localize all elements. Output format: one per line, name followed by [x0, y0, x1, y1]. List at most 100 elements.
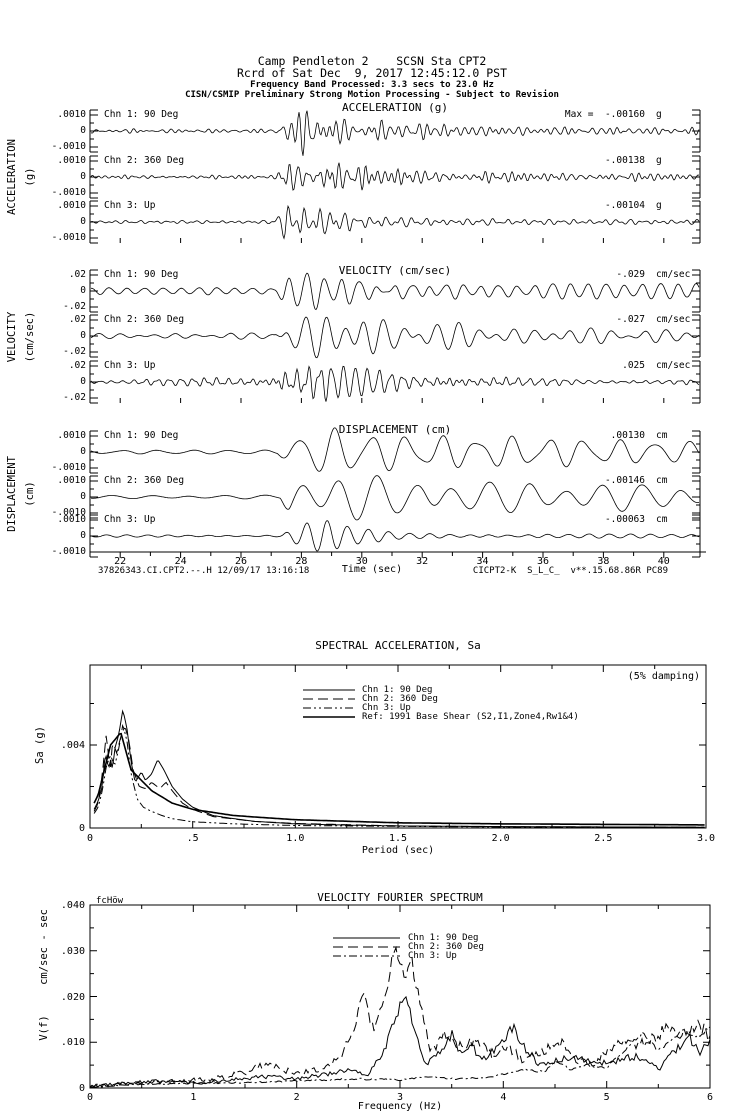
- sa-x-axis-label: Period (sec): [361, 845, 435, 856]
- fourier-y-tick-label: .010: [60, 1037, 85, 1049]
- time-tick-label: 22: [114, 556, 127, 567]
- max-value-label: .025: [622, 360, 645, 371]
- header-record-line: Rcrd of Sat Dec 9, 2017 12:45:12.0 PST: [236, 66, 508, 80]
- waveform-trace-displacement-ch2: [91, 475, 700, 521]
- waveform-trace-velocity-ch3: [90, 365, 700, 402]
- trace-scale-zero-label: 0: [80, 530, 86, 541]
- fourier-fc-annotation: fcHöw: [96, 896, 124, 906]
- max-value-label: -.027: [616, 314, 645, 325]
- channel-label: Chn 3: Up: [104, 514, 156, 525]
- trace-scale-top-label: .02: [68, 360, 86, 371]
- sa-curve: [93, 727, 705, 828]
- trace-scale-top-label: .0010: [57, 475, 86, 486]
- trace-axis-bracket: [89, 360, 701, 404]
- side-label-acceleration: ACCELERATION: [6, 138, 18, 215]
- trace-scale-top-label: .0010: [57, 155, 86, 166]
- time-tick-label: 34: [476, 556, 489, 567]
- time-tick-label: 30: [355, 556, 368, 567]
- waveform-trace-acceleration-ch3: [90, 204, 700, 240]
- trace-scale-bottom-label: -.02: [63, 392, 86, 403]
- section-title-velocity: VELOCITY (cm/sec): [338, 264, 452, 277]
- channel-label: Chn 2: 360 Deg: [104, 155, 185, 166]
- time-tick-label: 24: [174, 556, 187, 567]
- fourier-x-tick-label: 5: [603, 1092, 610, 1103]
- trace-scale-top-label: .02: [68, 314, 86, 325]
- fourier-legend-label: Chn 1: 90 Deg: [408, 933, 479, 943]
- fourier-x-tick-label: 0: [86, 1092, 94, 1103]
- channel-label: Chn 3: Up: [104, 200, 156, 211]
- trace-scale-zero-label: 0: [80, 330, 86, 341]
- sa-x-tick-label: 1.0: [286, 833, 305, 844]
- trace-scale-bottom-label: -.0010: [51, 546, 86, 557]
- max-value-label: -.00138: [604, 155, 645, 166]
- fourier-x-tick-label: 4: [500, 1092, 507, 1103]
- trace-scale-bottom-label: -.02: [63, 301, 86, 312]
- max-units-label: g: [656, 200, 662, 211]
- sa-legend-label: Ref: 1991 Base Shear (S2,I1,Zone4,Rw1&4): [362, 712, 579, 722]
- group-bottom-ticks: [119, 398, 665, 403]
- side-label-velocity: VELOCITY: [6, 311, 18, 362]
- trace-scale-top-label: .0010: [57, 514, 86, 525]
- channel-label: Chn 2: 360 Deg: [104, 475, 185, 486]
- section-title-acceleration: ACCELERATION (g): [342, 101, 448, 114]
- header-disclaimer-line: CISN/CSMIP Preliminary Strong Motion Pro…: [185, 90, 559, 100]
- side-label-displacement: DISPLACEMENT: [6, 456, 18, 532]
- channel-label: Chn 2: 360 Deg: [104, 314, 185, 325]
- fourier-legend-label: Chn 2: 360 Deg: [408, 942, 484, 952]
- fourier-y-tick-label: .030: [60, 945, 85, 957]
- sa-y-tick-label: .004: [60, 740, 85, 751]
- sa-y-axis-label: Sa (g): [34, 726, 46, 764]
- max-value-label: -.00146: [604, 475, 645, 486]
- fourier-x-tick-label: 3: [396, 1092, 404, 1103]
- trace-scale-top-label: .02: [68, 269, 86, 280]
- trace-scale-zero-label: 0: [80, 285, 86, 296]
- side-units-velocity: (cm/sec): [24, 311, 36, 362]
- sa-curve: [93, 732, 705, 826]
- sa-legend-label: Chn 2: 360 Deg: [362, 694, 438, 704]
- trace-scale-bottom-label: -.0010: [51, 507, 86, 518]
- max-value-label: -.029: [616, 269, 645, 280]
- trace-scale-bottom-label: -.02: [63, 346, 86, 357]
- header-station-line: Camp Pendleton 2 SCSN Sta CPT2: [257, 54, 487, 68]
- fourier-y-axis-units: cm/sec - sec: [38, 909, 50, 985]
- trace-axis-bracket: [89, 269, 701, 313]
- max-value-label: -.00104: [604, 200, 645, 211]
- trace-scale-zero-label: 0: [80, 125, 86, 136]
- sa-legend-label: Chn 3: Up: [362, 703, 411, 713]
- trace-axis-bracket: [89, 430, 701, 474]
- fourier-x-tick-label: 2: [293, 1092, 300, 1103]
- max-units-label: g: [656, 109, 662, 120]
- channel-label: Chn 1: 90 Deg: [104, 430, 179, 441]
- max-units-label: cm: [656, 514, 668, 525]
- max-units-label: cm/sec: [656, 314, 691, 325]
- fourier-x-tick-label: 6: [706, 1092, 714, 1103]
- trace-scale-bottom-label: -.0010: [51, 141, 86, 152]
- fourier-y-tick-label: 0: [78, 1083, 85, 1094]
- fourier-y-axis-label: V(f): [38, 1015, 50, 1041]
- trace-scale-zero-label: 0: [80, 216, 86, 227]
- trace-scale-bottom-label: -.0010: [51, 187, 86, 198]
- trace-scale-bottom-label: -.0010: [51, 462, 86, 473]
- fourier-curve: [90, 1026, 711, 1088]
- waveform-trace-displacement-ch1: [90, 427, 700, 472]
- time-axis: [90, 551, 706, 558]
- max-value-label: .00130: [610, 430, 645, 441]
- max-units-label: g: [656, 155, 662, 166]
- sa-chart-title: SPECTRAL ACCELERATION, Sa: [315, 639, 481, 652]
- sa-x-tick-label: 3.0: [696, 833, 716, 844]
- time-tick-label: 36: [536, 556, 549, 567]
- trace-scale-top-label: .0010: [57, 430, 86, 441]
- trace-axis-bracket: [89, 475, 701, 519]
- channel-label: Chn 1: 90 Deg: [104, 269, 179, 280]
- sa-legend-label: Chn 1: 90 Deg: [362, 685, 433, 695]
- time-tick-label: 32: [416, 556, 429, 567]
- trace-scale-zero-label: 0: [80, 491, 86, 502]
- max-units-label: cm/sec: [656, 360, 691, 371]
- trace-scale-zero-label: 0: [80, 171, 86, 182]
- trace-scale-zero-label: 0: [80, 446, 86, 457]
- waveform-trace-velocity-ch2: [90, 316, 700, 359]
- side-units-acceleration: (g): [24, 167, 36, 186]
- fourier-legend-label: Chn 3: Up: [408, 951, 457, 961]
